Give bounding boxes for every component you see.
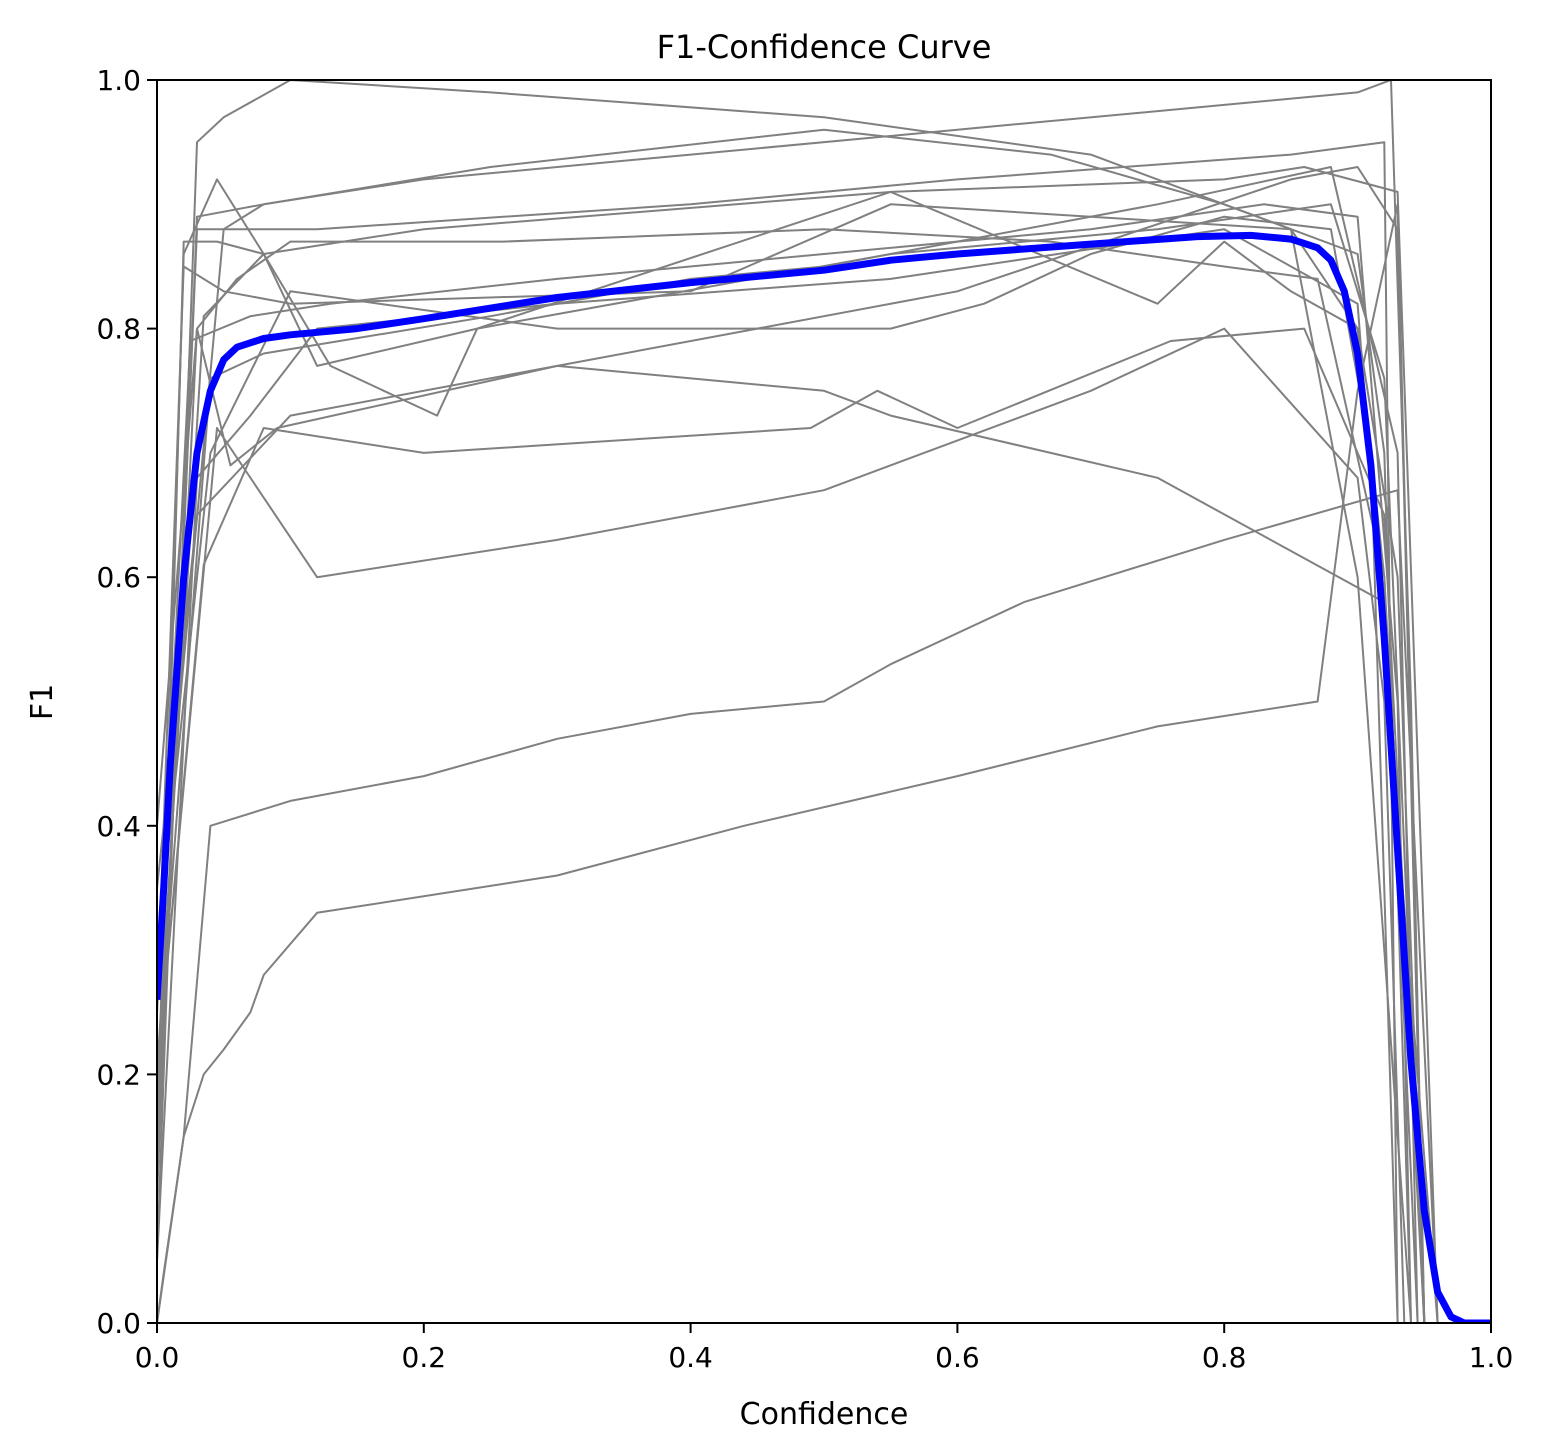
x-tick-label: 1.0	[1469, 1341, 1514, 1374]
series-line-class-6	[157, 327, 1406, 1323]
x-axis: 0.0 0.2 0.4 0.6 0.8 1.0	[135, 1323, 1514, 1374]
y-tick-label: 0.2	[96, 1058, 141, 1091]
series-line-class-18	[157, 327, 1426, 1323]
series-line-class-10	[157, 228, 1419, 1323]
plot-area	[157, 80, 1491, 1323]
series-line-class-8	[157, 128, 1412, 1323]
series-line-class-13	[157, 203, 1426, 1323]
series-line-class-15	[157, 203, 1426, 1323]
series-line-class-14	[157, 489, 1439, 1323]
y-tick-label: 1.0	[96, 64, 141, 97]
series-line-class-5	[157, 203, 1412, 1323]
series-line-class-7	[157, 141, 1399, 1323]
series-line-class-2	[157, 80, 1426, 1323]
chart-title: F1-Confidence Curve	[657, 28, 992, 66]
x-tick-label: 0.0	[135, 1341, 180, 1374]
series-line-class-19	[157, 166, 1426, 1323]
x-axis-label: Confidence	[740, 1397, 909, 1432]
y-axis-label: F1	[25, 684, 60, 720]
y-tick-label: 0.8	[96, 313, 141, 346]
x-tick-label: 0.8	[1202, 1341, 1247, 1374]
plot-frame	[156, 79, 1492, 1324]
y-tick-label: 0.6	[96, 561, 141, 594]
y-tick-label: 0.0	[96, 1307, 141, 1340]
x-tick-label: 0.4	[668, 1341, 713, 1374]
mean-series-line	[157, 231, 1491, 1323]
x-tick-label: 0.2	[402, 1341, 447, 1374]
y-tick-label: 0.4	[96, 810, 141, 843]
series-line-class-16	[157, 203, 1412, 1323]
series-line-class-11	[157, 166, 1439, 1323]
y-axis: 0.0 0.2 0.4 0.6 0.8 1.0	[96, 64, 157, 1340]
x-tick-label: 0.6	[935, 1341, 980, 1374]
